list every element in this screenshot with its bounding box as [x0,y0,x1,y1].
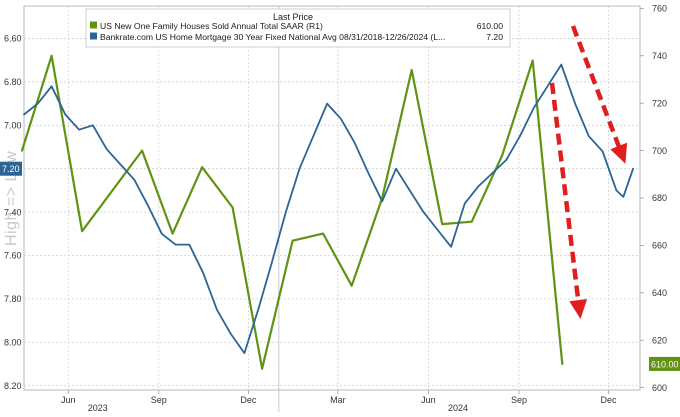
red-arrow-head [569,299,588,319]
legend-entry-value: 610.00 [477,21,504,31]
legend-swatch [90,21,97,29]
grid-layer [23,5,641,412]
legend-entry-value: 7.20 [486,32,503,42]
red-dashed-arrow-shaft [570,25,627,161]
left-last-value-label: 7.20 [2,164,20,174]
right-axis-tick-label: 600 [652,383,667,393]
legend-swatch [90,32,97,40]
left-axis-tick-label: 6.60 [4,34,22,44]
x-year-label: 2024 [448,403,468,412]
x-year-label: 2023 [88,403,108,412]
left-axis-tick-label: 7.00 [4,121,22,131]
left-axis-tick-label: 7.40 [4,207,22,217]
x-month-label: Mar [330,395,346,405]
right-axis-tick-label: 760 [652,4,667,14]
home-sales-line [20,54,564,370]
right-last-value-badge [649,356,680,371]
x-month-label: Sep [151,395,167,405]
x-month-label: Dec [240,395,257,405]
left-axis-tick-label: 8.00 [4,337,22,347]
right-axis-tick-label: 700 [652,146,667,156]
x-month-label: Dec [601,395,618,405]
legend-entry-label: US New One Family Houses Sold Annual Tot… [100,21,323,31]
legend-box [85,8,511,48]
right-axis-tick-label: 680 [652,193,667,203]
x-month-label: Jun [421,395,436,405]
red-dashed-arrow-shaft [549,82,583,316]
right-axis-tick-label: 720 [652,98,667,108]
left-last-value-badge [0,161,22,176]
x-month-label: Sep [511,395,527,405]
left-axis-tick-label: 7.60 [4,251,22,261]
legend-entry-label: Bankrate.com US Home Mortgage 30 Year Fi… [100,32,445,42]
right-axis-tick-label: 640 [652,288,667,298]
left-axis-tick-label: 6.80 [4,77,22,87]
red-arrow-head [610,142,628,164]
left-axis-tick-label: 8.20 [4,381,22,391]
right-last-value-label: 610.00 [651,359,679,369]
right-axis-tick-label: 620 [652,335,667,345]
x-month-label: Jun [61,395,76,405]
left-axis-tick-label: 7.80 [4,294,22,304]
right-axis-tick-label: 740 [652,51,667,61]
mortgage-rate-line [23,63,634,354]
axis-layer: 6.60 6.80 7.00 7.20 7.40 7.60 7.80 8.00 8.20 7.20… [0,4,680,413]
annotation-layer [549,25,628,319]
legend-header: Last Price [273,12,313,22]
plot-frame [23,5,641,391]
series-layer [20,54,634,370]
right-axis-tick-label: 660 [652,241,667,251]
